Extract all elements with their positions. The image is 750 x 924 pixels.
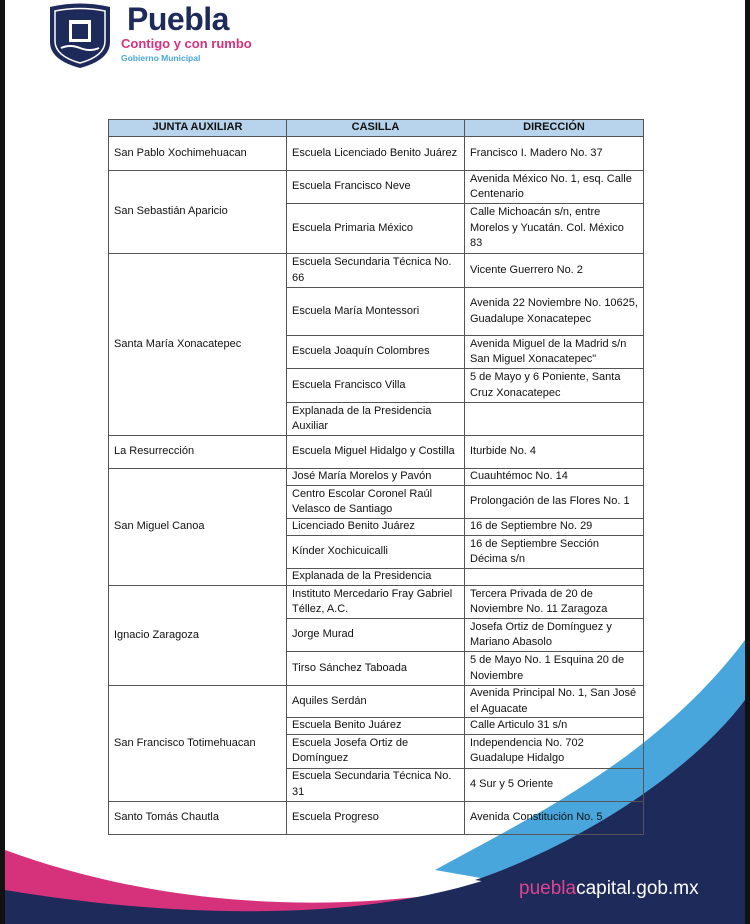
- casilla-cell: Escuela Francisco Neve: [286, 170, 465, 204]
- column-header-casilla: CASILLA: [286, 119, 465, 137]
- casilla-cell: Escuela Miguel Hidalgo y Costilla: [286, 435, 465, 469]
- table-row: San Miguel Canoa José María Morelos y Pav…: [108, 468, 644, 586]
- footer-website: pueblacapital.gob.mx: [519, 878, 699, 900]
- casilla-cell: Escuela Joaquín Colombres: [286, 335, 465, 369]
- casilla-cell: Escuela Licenciado Benito Juárez: [286, 136, 465, 171]
- casilla-cell: Escuela Francisco Villa: [286, 368, 465, 403]
- junta-cell: San Miguel Canoa: [108, 468, 287, 586]
- brand-tagline: Contigo y con rumbo: [121, 36, 252, 51]
- casilla-cell: Kínder Xochicuicalli: [286, 535, 465, 569]
- table-row: Escuela Joaquín Colombres Avenida Miguel …: [109, 335, 644, 369]
- table-row: Licenciado Benito Juárez 16 de Septiembre…: [109, 518, 644, 536]
- document-page: Puebla Contigo y con rumbo Gobierno Muni…: [5, 0, 745, 924]
- table-row: Santo Tomás Chautla Escuela Progreso Aveni…: [108, 800, 644, 835]
- junta-cell: San Sebastián Aparicio: [108, 170, 287, 254]
- direccion-cell: Avenida México No. 1, esq. Calle Centena…: [464, 170, 644, 204]
- table-row: San Sebastián Aparicio Escuela Francisco …: [108, 170, 644, 254]
- table-row: Santa María Xonacatepec Escuela Secundari…: [108, 253, 644, 436]
- casilla-cell: Explanada de la Presidencia Auxiliar: [286, 402, 465, 436]
- casilla-cell: José María Morelos y Pavón: [286, 468, 465, 486]
- casilla-cell: Jorge Murad: [286, 618, 465, 652]
- casilla-cell: Escuela Secundaria Técnica No. 31: [286, 767, 465, 802]
- direccion-cell: Prolongación de las Flores No. 1: [464, 485, 644, 519]
- direccion-cell: 5 de Mayo y 6 Poniente, Santa Cruz Xonac…: [464, 368, 644, 403]
- table-row: Kínder Xochicuicalli 16 de Septiembre Sec…: [109, 535, 644, 569]
- junta-cell: San Francisco Totimehuacan: [108, 685, 287, 802]
- direccion-cell: 5 de Mayo No. 1 Esquina 20 de Noviembre: [464, 651, 644, 686]
- direccion-cell: Avenida 22 Noviembre No. 10625, Guadalup…: [464, 287, 644, 336]
- table-row: Explanada de la Presidencia: [109, 568, 644, 586]
- direccion-cell: Avenida Miguel de la Madrid s/n San Migu…: [464, 335, 644, 369]
- junta-cell: Santa María Xonacatepec: [108, 253, 287, 436]
- footer-url-part2: capital.gob.mx: [576, 878, 699, 899]
- casilla-cell: Escuela María Montessori: [286, 287, 465, 336]
- casilla-cell: Escuela Secundaria Técnica No. 66: [286, 253, 465, 288]
- direccion-cell: 16 de Septiembre Sección Décima s/n: [464, 535, 644, 569]
- direccion-cell: [464, 568, 644, 586]
- column-header-junta: JUNTA AUXILIAR: [108, 119, 287, 137]
- table-row: Explanada de la Presidencia Auxiliar: [109, 402, 644, 436]
- direccion-cell: [464, 402, 644, 436]
- casilla-cell: Explanada de la Presidencia: [286, 568, 465, 586]
- junta-cell: La Resurrección: [108, 435, 287, 469]
- table-row: Escuela Josefa Ortiz de Domínguez Indepen…: [109, 733, 644, 769]
- table-row: La Resurrección Escuela Miguel Hidalgo y …: [108, 435, 644, 469]
- table-row: Escuela María Montessori Avenida 22 Novie…: [109, 287, 644, 336]
- puebla-shield-logo: [50, 3, 110, 68]
- casilla-cell: Escuela Primaria México: [286, 203, 465, 254]
- direccion-cell: 4 Sur y 5 Oriente: [464, 767, 644, 802]
- direccion-cell: Avenida Principal No. 1, San José el Agu…: [464, 685, 644, 718]
- direccion-cell: Independencia No. 702 Guadalupe Hidalgo: [464, 733, 644, 769]
- casilla-cell: Licenciado Benito Juárez: [286, 518, 465, 536]
- direccion-cell: Cuauhtémoc No. 14: [464, 468, 644, 486]
- polling-stations-table: JUNTA AUXILIAR CASILLA DIRECCIÓN San Pab…: [108, 119, 644, 835]
- brand-name: Puebla: [127, 1, 229, 37]
- direccion-cell: Calle Michoacán s/n, entre Morelos y Yuc…: [464, 203, 644, 254]
- table-row: Tirso Sánchez Taboada 5 de Mayo No. 1 Esq…: [109, 651, 644, 686]
- table-row: Escuela Secundaria Técnica No. 31 4 Sur y…: [109, 767, 644, 802]
- table-row: Escuela Benito Juárez Calle Articulo 31 s…: [109, 717, 644, 735]
- table-row: San Francisco Totimehuacan Aquiles Serdán…: [108, 685, 644, 802]
- table-row: Centro Escolar Coronel Raúl Velasco de S…: [109, 485, 644, 519]
- junta-cell: Ignacio Zaragoza: [108, 585, 287, 686]
- footer-url-part1: puebla: [519, 878, 577, 899]
- casilla-cell: Aquiles Serdán: [286, 685, 465, 718]
- casilla-cell: Escuela Benito Juárez: [286, 717, 465, 735]
- column-header-direccion: DIRECCIÓN: [464, 119, 644, 137]
- casilla-cell: Centro Escolar Coronel Raúl Velasco de S…: [286, 485, 465, 519]
- brand-subtitle: Gobierno Municipal: [121, 53, 201, 63]
- direccion-cell: Tercera Privada de 20 de Noviembre No. 1…: [464, 585, 644, 619]
- junta-cell: Santo Tomás Chautla: [108, 800, 287, 835]
- casilla-cell: Escuela Progreso: [286, 800, 465, 835]
- casilla-cell: Escuela Josefa Ortiz de Domínguez: [286, 733, 465, 769]
- table-row: Escuela Primaria México Calle Michoacán s…: [109, 203, 644, 254]
- table-header-row: JUNTA AUXILIAR CASILLA DIRECCIÓN: [108, 119, 644, 137]
- junta-cell: San Pablo Xochimehuacan: [108, 136, 287, 171]
- direccion-cell: Francisco I. Madero No. 37: [464, 136, 644, 171]
- table-row: Escuela Francisco Villa 5 de Mayo y 6 Pon…: [109, 368, 644, 403]
- casilla-cell: Tirso Sánchez Taboada: [286, 651, 465, 686]
- casilla-cell: Instituto Mercedario Fray Gabriel Téllez…: [286, 585, 465, 619]
- direccion-cell: Iturbide No. 4: [464, 435, 644, 469]
- direccion-cell: Avenida Constitución No. 5: [464, 800, 644, 835]
- table-row: Ignacio Zaragoza Instituto Mercedario Fra…: [108, 585, 644, 686]
- direccion-cell: Calle Articulo 31 s/n: [464, 717, 644, 735]
- direccion-cell: 16 de Septiembre No. 29: [464, 518, 644, 536]
- brand-block: Puebla Contigo y con rumbo Gobierno Muni…: [121, 2, 252, 65]
- direccion-cell: Josefa Ortiz de Domínguez y Mariano Abas…: [464, 618, 644, 652]
- direccion-cell: Vicente Guerrero No. 2: [464, 253, 644, 288]
- table-row: San Pablo Xochimehuacan Escuela Licenciad…: [108, 136, 644, 171]
